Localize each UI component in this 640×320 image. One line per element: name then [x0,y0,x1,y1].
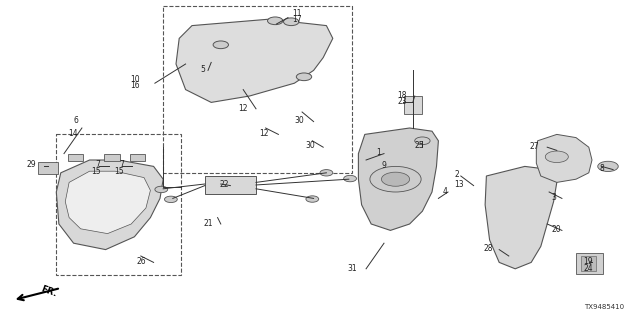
Text: 23: 23 [397,97,407,106]
Bar [163,6,352,173]
Circle shape [306,196,319,202]
Bar [205,176,256,194]
Circle shape [598,161,618,172]
Circle shape [284,18,299,26]
Bar [581,256,596,271]
Text: 30: 30 [305,141,315,150]
Text: 20: 20 [552,225,561,234]
Circle shape [268,17,283,25]
Text: 8: 8 [600,164,604,173]
Circle shape [296,73,312,81]
Bar [404,96,422,114]
Bar [104,154,120,161]
Text: 2: 2 [454,170,459,179]
Circle shape [320,170,333,176]
Text: 16: 16 [130,81,140,90]
Text: 27: 27 [529,142,539,151]
Circle shape [545,151,568,163]
Text: 11: 11 [292,9,302,18]
Text: 15: 15 [91,167,100,176]
Circle shape [155,186,168,193]
Bar [68,154,83,161]
Bar [130,154,145,161]
Polygon shape [56,160,163,250]
Text: 5: 5 [200,65,205,74]
Text: FR.: FR. [40,285,58,299]
Polygon shape [176,19,333,102]
Text: 10: 10 [130,75,140,84]
Text: 7: 7 [95,160,100,169]
Circle shape [415,137,430,145]
Text: 3: 3 [552,193,557,202]
Polygon shape [485,166,557,269]
Polygon shape [358,128,438,230]
Text: 21: 21 [204,219,213,228]
Text: 31: 31 [348,264,357,273]
Polygon shape [536,134,592,182]
Text: 26: 26 [136,257,146,266]
Text: 30: 30 [295,116,305,124]
Text: 25: 25 [415,141,424,150]
Polygon shape [65,171,150,234]
Text: 28: 28 [483,244,493,253]
Text: TX9485410: TX9485410 [584,304,624,310]
Text: 9: 9 [381,161,387,170]
Text: 17: 17 [292,15,302,24]
Circle shape [344,175,356,182]
Text: 22: 22 [220,180,229,189]
Circle shape [164,196,177,203]
Text: 12: 12 [238,104,248,113]
Text: 13: 13 [454,180,464,189]
Bar [576,253,603,274]
Text: 7: 7 [119,160,124,169]
Circle shape [381,172,410,186]
Text: 15: 15 [115,167,124,176]
Text: 4: 4 [443,187,448,196]
Text: 18: 18 [397,91,407,100]
Text: 1: 1 [377,148,381,157]
Text: 12: 12 [259,129,269,138]
Text: 24: 24 [584,264,593,273]
Text: 19: 19 [584,257,593,266]
Circle shape [370,166,421,192]
Text: 29: 29 [27,160,36,169]
Bar [38,162,58,174]
Text: 14: 14 [68,129,78,138]
Text: 6: 6 [73,116,78,125]
Bar [56,134,181,275]
Circle shape [213,41,228,49]
